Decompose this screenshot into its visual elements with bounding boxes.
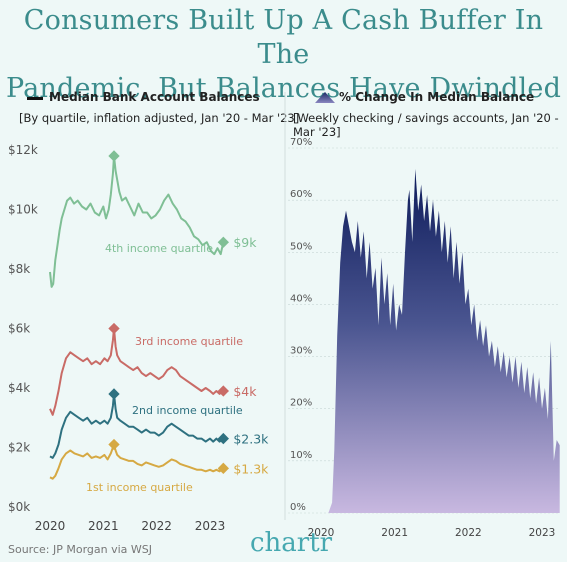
y-tick-label: $6k (8, 322, 30, 336)
end-value-label: $9k (233, 235, 257, 250)
x-tick-label: 2023 (529, 527, 556, 539)
source-note: Source: JP Morgan via WSJ (8, 543, 153, 556)
left-chart: $0k $2k $4k $6k $8k $10k $12k 2020 2021 2022 2023 $… (8, 143, 269, 533)
x-tick-label: 2021 (88, 519, 119, 533)
end-marker (217, 385, 229, 397)
peak-marker (108, 150, 120, 162)
y-tick-label: $10k (8, 203, 38, 217)
end-value-label: $2.3k (233, 432, 269, 447)
quartile-label: 2nd income quartile (132, 404, 243, 417)
x-tick-label: 2021 (381, 527, 408, 539)
peak-marker (108, 438, 120, 451)
brand-logo: chartr (250, 528, 333, 558)
end-marker (217, 236, 229, 248)
series-line-3 (49, 392, 224, 459)
peak-marker (108, 388, 120, 400)
series-line-4 (49, 443, 224, 480)
series-area (321, 168, 560, 513)
y-tick-label: 70% (290, 137, 312, 148)
peak-marker (108, 322, 120, 335)
end-marker (217, 462, 229, 474)
y-tick-label: 40% (290, 293, 312, 304)
y-tick-label: $8k (8, 262, 30, 276)
y-tick-label: 10% (290, 450, 312, 461)
title-line-1: Consumers Built Up A Cash Buffer In The (23, 5, 544, 70)
x-tick-label: 2020 (35, 519, 66, 533)
series-line-1 (49, 155, 225, 288)
y-tick-label: $2k (8, 441, 30, 455)
y-tick-label: 0% (290, 502, 306, 513)
quartile-label: 1st income quartile (86, 481, 193, 494)
y-tick-label: 60% (290, 189, 312, 200)
chart-title: Consumers Built Up A Cash Buffer In The … (0, 4, 567, 106)
x-tick-label: 2023 (195, 519, 226, 533)
y-tick-label: 50% (290, 241, 312, 252)
title-line-2: Pandemic, But Balances Have Dwindled (5, 73, 562, 104)
right-subtitle: [Weekly checking / savings accounts, Jan… (293, 111, 559, 139)
y-tick-label: 20% (290, 398, 312, 409)
series-line-2 (49, 327, 224, 416)
legend-line-marker (27, 97, 43, 100)
quartile-label: 3rd income quartile (135, 335, 243, 348)
x-tick-label: 2022 (455, 527, 482, 539)
left-subtitle: [By quartile, inflation adjusted, Jan '2… (19, 111, 300, 125)
right-chart: 0% 10% 20% 30% 40% 50% 60% 70% 2020 2021 2022 2023 (288, 137, 560, 539)
y-tick-label: $4k (8, 381, 30, 395)
end-value-label: $1.3k (233, 461, 269, 476)
x-tick-label: 2022 (141, 519, 172, 533)
end-value-label: $4k (233, 384, 257, 399)
y-tick-label: 30% (290, 346, 312, 357)
y-tick-label: $0k (8, 500, 30, 514)
quartile-label: 4th income quartile (105, 242, 213, 255)
y-tick-label: $12k (8, 143, 38, 157)
legend-triangle-icon (315, 92, 335, 103)
right-legend-label: % Change In Median Balance (339, 90, 535, 104)
end-marker (217, 432, 229, 445)
x-tick-label: 2020 (308, 527, 335, 539)
left-legend-label: Median Bank Account Balances (49, 90, 260, 104)
